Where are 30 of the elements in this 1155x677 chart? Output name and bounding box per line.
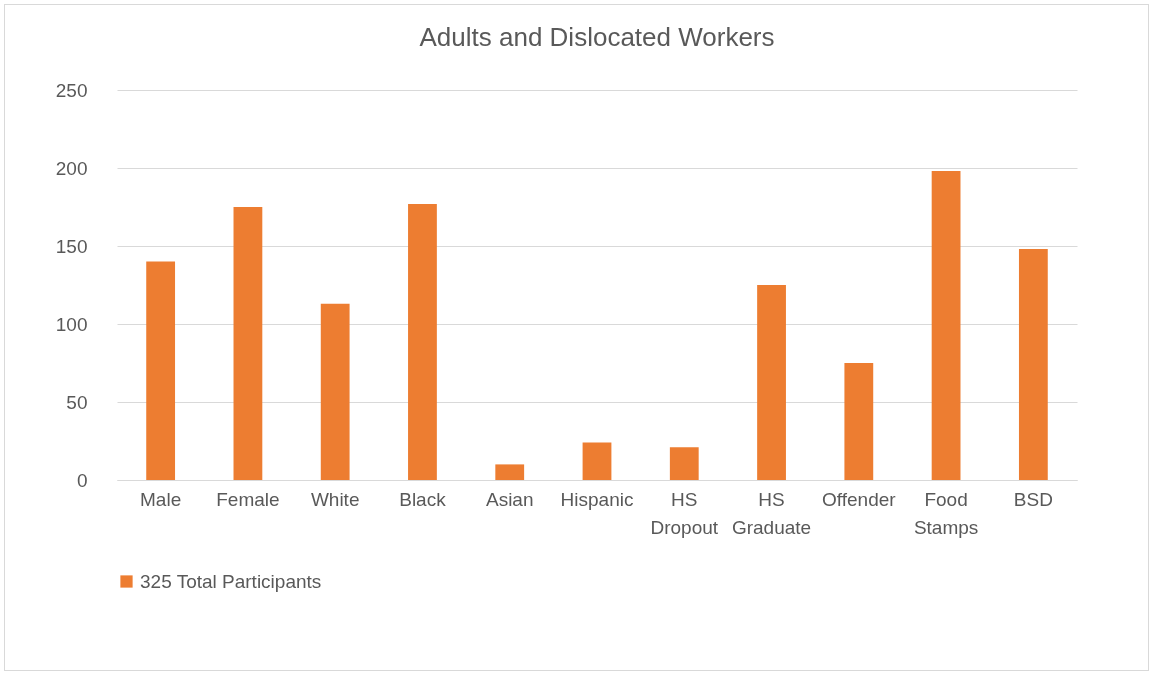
- x-tick-label: White: [310, 488, 360, 510]
- y-tick-label: 200: [55, 157, 88, 179]
- y-tick-label: 150: [55, 235, 88, 257]
- bar: [931, 171, 961, 480]
- x-tick-label: Food Stamps: [913, 488, 979, 538]
- x-tick-label: Offender: [822, 488, 897, 510]
- bar: [233, 207, 263, 480]
- y-tick-label: 100: [55, 313, 88, 335]
- y-tick-label: 0: [76, 469, 88, 491]
- x-tick-label: HS Graduate: [731, 488, 812, 538]
- legend-label: 325 Total Participants: [140, 570, 322, 592]
- y-tick-label: 250: [55, 79, 88, 101]
- x-tick-label: Female: [216, 488, 280, 510]
- bar: [1018, 249, 1048, 480]
- bar: [408, 203, 437, 480]
- bar: [495, 464, 525, 480]
- x-tick-label: Asian: [485, 488, 534, 510]
- bar: [146, 261, 176, 480]
- x-tick-label: Black: [399, 488, 447, 510]
- chart-title: Adults and Dislocated Workers: [419, 22, 775, 52]
- bar: [844, 363, 874, 480]
- x-tick-label: BSD: [1013, 488, 1053, 510]
- bar: [757, 285, 786, 480]
- y-tick-label: 50: [66, 391, 88, 413]
- bar: [582, 442, 612, 480]
- bar: [669, 447, 699, 480]
- x-tick-label: Hispanic: [560, 488, 634, 510]
- x-tick-label: HS Dropout: [650, 488, 719, 538]
- bar: [320, 303, 350, 480]
- x-tick-label: Male: [140, 488, 182, 510]
